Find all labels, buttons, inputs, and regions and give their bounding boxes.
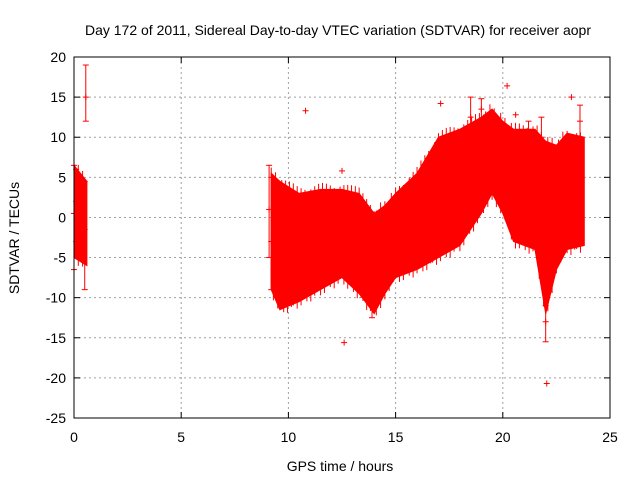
y-tick-label: 10 [50, 129, 66, 145]
y-tick-label: -25 [46, 410, 66, 426]
axis-ticks: -25 -20 -15 -10 -5 0 5 10 15 20 0 5 10 15 20 25 [46, 49, 618, 445]
x-tick-label: 0 [70, 429, 78, 445]
plot-frame [73, 56, 611, 419]
y-tick-label: 5 [58, 169, 66, 185]
chart-title: Day 172 of 2011, Sidereal Day-to-day VTE… [85, 22, 591, 38]
x-tick-label: 25 [602, 429, 618, 445]
y-tick-label: -20 [46, 370, 66, 386]
y-axis-label: SDTVAR / TECUs [6, 182, 22, 294]
y-tick-label: -10 [46, 290, 66, 306]
x-axis-label: GPS time / hours [287, 458, 394, 474]
x-tick-label: 5 [177, 429, 185, 445]
y-tick-label: 0 [58, 209, 66, 225]
y-tick-label: -5 [54, 250, 67, 266]
y-tick-label: 15 [50, 89, 66, 105]
y-tick-label: -15 [46, 330, 66, 346]
data-series [71, 64, 585, 387]
x-tick-label: 10 [281, 429, 297, 445]
x-tick-label: 15 [388, 429, 404, 445]
y-tick-label: 20 [50, 49, 66, 65]
x-tick-label: 20 [495, 429, 511, 445]
